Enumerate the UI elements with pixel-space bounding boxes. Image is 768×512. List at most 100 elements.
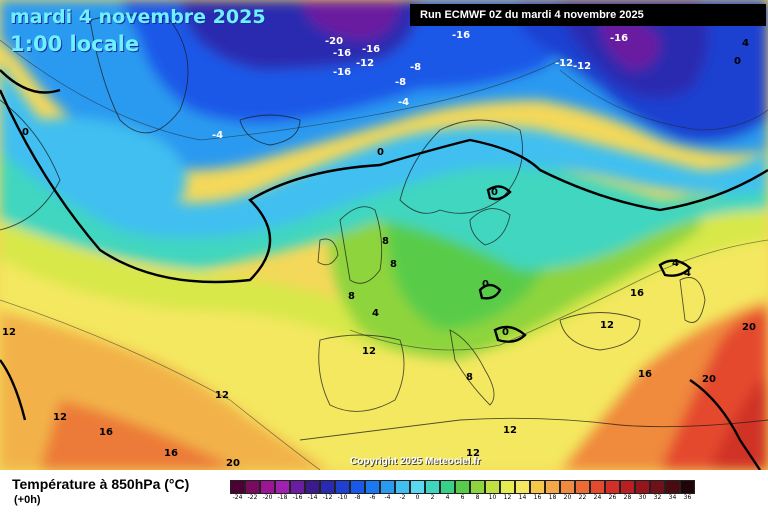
legend-swatch xyxy=(365,480,380,494)
legend-value: 22 xyxy=(578,494,587,501)
isotherm-label: -16 xyxy=(452,30,471,41)
isotherm-label: 0 xyxy=(22,127,29,138)
isotherm-label: -4 xyxy=(212,130,224,141)
legend-value: -12 xyxy=(322,494,333,501)
isotherm-label: 16 xyxy=(638,369,652,380)
isotherm-label: 0 xyxy=(482,279,489,290)
isotherm-label: 12 xyxy=(2,327,16,338)
isotherm-label: 8 xyxy=(348,291,355,302)
legend-value: 18 xyxy=(548,494,557,501)
legend-value: 34 xyxy=(668,494,677,501)
legend-value: -18 xyxy=(277,494,288,501)
isotherm-label: 12 xyxy=(503,425,517,436)
isotherm-label: -16 xyxy=(362,44,381,55)
isotherm-label: 8 xyxy=(390,259,397,270)
isotherm-label: 0 xyxy=(734,56,741,67)
legend-swatch xyxy=(260,480,275,494)
legend-swatch xyxy=(350,480,365,494)
legend-swatch xyxy=(500,480,515,494)
isotherm-label: 16 xyxy=(630,288,644,299)
legend-swatch xyxy=(290,480,305,494)
map-date: mardi 4 novembre 2025 xyxy=(10,6,266,28)
legend-value: 8 xyxy=(475,494,480,501)
map-time: 1:00 locale xyxy=(10,32,140,56)
legend-swatch xyxy=(275,480,290,494)
legend-swatch xyxy=(575,480,590,494)
isotherm-label: 12 xyxy=(466,448,480,459)
legend-value: 14 xyxy=(518,494,527,501)
legend-swatch xyxy=(305,480,320,494)
legend-swatch xyxy=(560,480,575,494)
isotherm-label: 12 xyxy=(215,390,229,401)
isotherm-label: 12 xyxy=(362,346,376,357)
isotherm-label: -12 xyxy=(573,61,592,72)
isotherm-label: -8 xyxy=(395,77,407,88)
isotherm-label: 0 xyxy=(502,327,509,338)
run-info: Run ECMWF 0Z du mardi 4 novembre 2025 xyxy=(410,4,766,26)
legend-swatch xyxy=(320,480,335,494)
copyright: Copyright 2025 Meteociel.fr xyxy=(350,456,481,467)
isotherm-label: 20 xyxy=(742,322,756,333)
isotherm-label: 8 xyxy=(466,372,473,383)
legend-value: -22 xyxy=(247,494,258,501)
legend-value: 16 xyxy=(533,494,542,501)
legend-value: 0 xyxy=(415,494,420,501)
isotherm-label: -16 xyxy=(333,67,352,78)
color-legend: -24 -22 -20 -18 -16 -14 -12 -10 -8 -6 -4 -2 0 2 4 6 8 10 1… xyxy=(230,480,695,506)
legend-value: -16 xyxy=(292,494,303,501)
isotherm-label: 16 xyxy=(99,427,113,438)
legend-value: 26 xyxy=(608,494,617,501)
legend-value: 36 xyxy=(683,494,692,501)
legend-labels: -24 -22 -20 -18 -16 -14 -12 -10 -8 -6 -4 -2 0 2 4 6 8 10 1… xyxy=(230,494,695,501)
legend-value: -24 xyxy=(232,494,243,501)
legend-value: -6 xyxy=(369,494,376,501)
footer-bar: Température à 850hPa (°C) (+0h) -24 -22 -2… xyxy=(0,470,768,512)
legend-swatch xyxy=(380,480,395,494)
isotherm-label: 0 xyxy=(491,187,498,198)
legend-value: 12 xyxy=(503,494,512,501)
legend-swatch xyxy=(395,480,410,494)
legend-swatch xyxy=(440,480,455,494)
isotherm-label: 4 xyxy=(684,268,691,279)
legend-swatch xyxy=(335,480,350,494)
legend-value: 30 xyxy=(638,494,647,501)
legend-swatch xyxy=(620,480,635,494)
legend-swatch xyxy=(635,480,650,494)
legend-swatch xyxy=(545,480,560,494)
isotherm-label: 12 xyxy=(600,320,614,331)
legend-swatches xyxy=(230,480,695,494)
legend-swatch xyxy=(605,480,620,494)
legend-swatch xyxy=(680,480,695,494)
legend-value: -20 xyxy=(262,494,273,501)
legend-value: -2 xyxy=(399,494,406,501)
legend-value: 24 xyxy=(593,494,602,501)
legend-value: -10 xyxy=(337,494,348,501)
legend-value: -4 xyxy=(384,494,391,501)
variable-title: Température à 850hPa (°C) xyxy=(12,476,190,492)
legend-swatch xyxy=(650,480,665,494)
isotherm-label: -8 xyxy=(410,62,422,73)
legend-value: 2 xyxy=(430,494,435,501)
isotherm-label: 4 xyxy=(672,258,679,269)
legend-value: 32 xyxy=(653,494,662,501)
isotherm-label: -16 xyxy=(610,33,629,44)
legend-value: -14 xyxy=(307,494,318,501)
isotherm-label: 4 xyxy=(742,38,749,49)
legend-value: 28 xyxy=(623,494,632,501)
temperature-map xyxy=(0,0,768,470)
isotherm-label: -16 xyxy=(333,48,352,59)
legend-value: -8 xyxy=(354,494,361,501)
isotherm-label: -12 xyxy=(356,58,375,69)
legend-value: 20 xyxy=(563,494,572,501)
legend-swatch xyxy=(230,480,245,494)
isotherm-label: -20 xyxy=(325,36,344,47)
legend-value: 6 xyxy=(460,494,465,501)
legend-value: 10 xyxy=(488,494,497,501)
legend-swatch xyxy=(455,480,470,494)
legend-value: 4 xyxy=(445,494,450,501)
legend-swatch xyxy=(530,480,545,494)
legend-swatch xyxy=(470,480,485,494)
isotherm-label: 12 xyxy=(53,412,67,423)
legend-swatch xyxy=(245,480,260,494)
isotherm-label: -4 xyxy=(398,97,410,108)
